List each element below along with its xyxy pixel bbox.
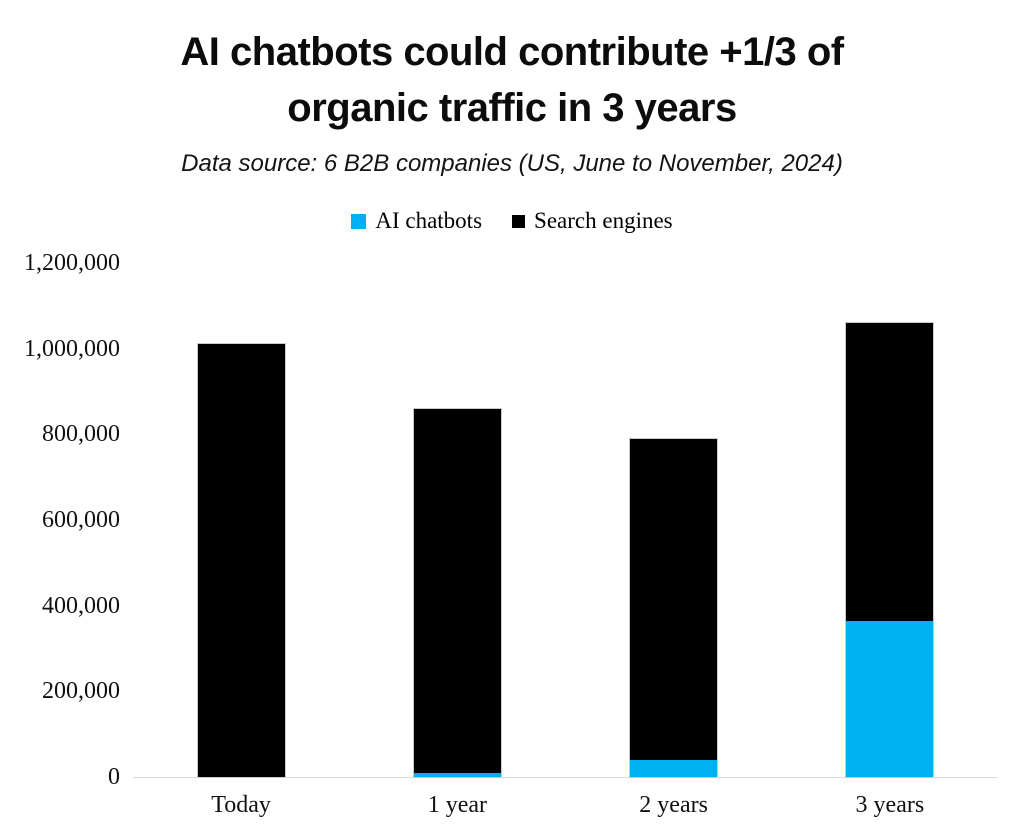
y-tick-label-800-000: 800,000 xyxy=(42,421,120,448)
y-tick-label-1-000-000: 1,000,000 xyxy=(24,335,120,362)
legend-swatch-search-engines-icon xyxy=(512,214,526,228)
y-tick-label-200-000: 200,000 xyxy=(42,678,120,705)
legend-swatch-ai-chatbots-icon xyxy=(351,213,367,229)
x-tick-label-3-years: 3 years xyxy=(855,792,925,818)
y-axis: 1,200,000 1,000,000 800,000 600,000 400,000 2… xyxy=(0,250,120,790)
bar-group-today xyxy=(133,263,349,778)
bar-stack-1-year xyxy=(412,407,502,779)
bar-stack-today xyxy=(196,343,286,778)
chart-title: AI chatbots could contribute +1/3 of org… xyxy=(0,0,1024,136)
plot-area xyxy=(133,263,998,779)
bar-group-2-years xyxy=(566,263,782,779)
y-tick-label-400-000: 400,000 xyxy=(42,592,120,619)
bar-group-3-years xyxy=(782,263,998,778)
bar-segment-search-engines-3-years xyxy=(846,323,934,621)
x-axis: Today 1 year 2 years 3 years xyxy=(133,792,998,819)
bar-segment-search-engines-1-year xyxy=(413,408,501,773)
bar-stack-2-years xyxy=(629,437,719,779)
x-tick-label-1-year: 1 year xyxy=(427,792,488,818)
legend-label-search-engines: Search engines xyxy=(534,208,673,233)
chart-title-line2: organic traffic in 3 years xyxy=(287,86,737,130)
x-tick-label-2-years: 2 years xyxy=(639,792,708,818)
chart-title-line1: AI chatbots could contribute +1/3 of xyxy=(180,30,844,74)
bar-segment-ai-chatbots-3-years xyxy=(846,620,934,777)
legend-label-ai-chatbots: AI chatbots xyxy=(375,208,483,233)
bar-segment-ai-chatbots-1-year xyxy=(413,772,501,777)
y-tick-label-0: 0 xyxy=(108,764,120,790)
bar-group-1-year xyxy=(349,263,565,779)
bar-stack-3-years xyxy=(845,322,935,778)
legend-item-ai-chatbots: AI chatbots xyxy=(351,208,482,234)
x-tick-label-today: Today xyxy=(211,792,271,818)
bar-segment-search-engines-today xyxy=(197,344,285,777)
legend-item-search-engines: Search engines xyxy=(512,208,673,234)
y-tick-label-600-000: 600,000 xyxy=(42,507,120,533)
chart-legend: AI chatbots Search engines xyxy=(0,208,1024,234)
bar-segment-search-engines-2-years xyxy=(630,438,718,760)
chart-subtitle: Data source: 6 B2B companies (US, June t… xyxy=(181,150,843,177)
bar-segment-ai-chatbots-2-years xyxy=(630,759,718,777)
y-tick-label-1-200-000: 1,200,000 xyxy=(24,250,120,276)
